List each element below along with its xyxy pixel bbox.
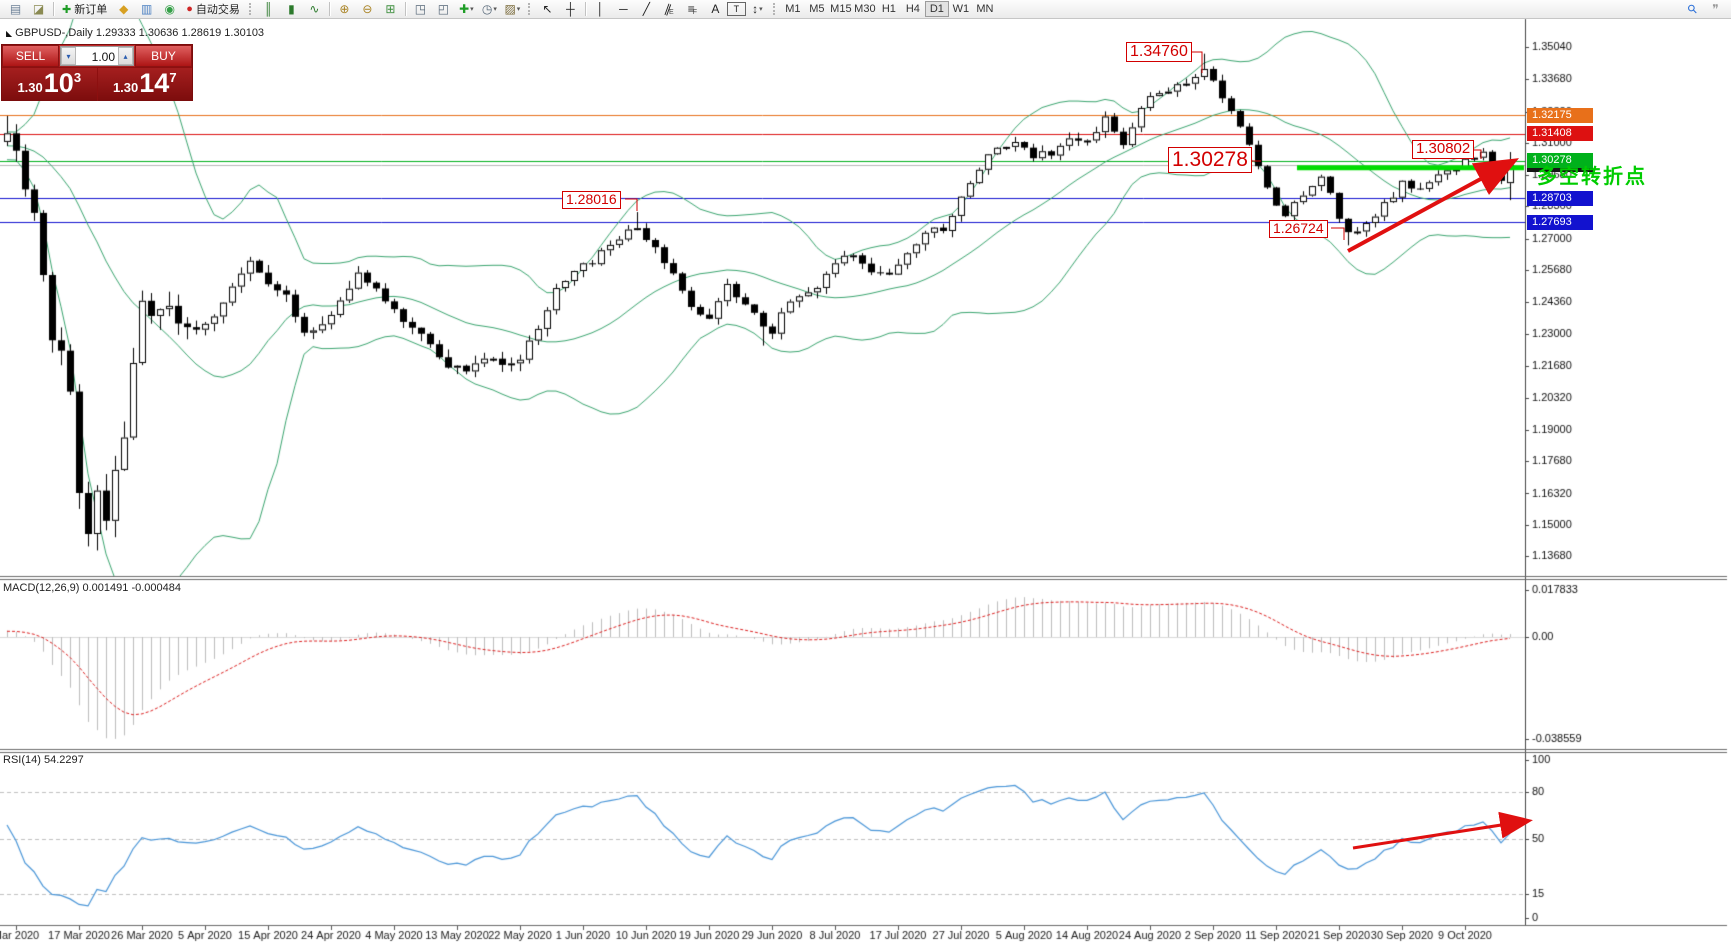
timeframe-m15[interactable]: M15 xyxy=(830,3,852,15)
toolbar-separator xyxy=(328,2,330,16)
trendline-icon[interactable]: ╱ xyxy=(642,2,650,16)
timeframe-mn[interactable]: MN xyxy=(976,3,994,15)
buy-price[interactable]: 1.30 14 7 xyxy=(98,68,193,101)
text-label-icon[interactable]: T xyxy=(726,2,746,16)
volume-input[interactable]: 1.00 xyxy=(91,50,115,64)
sell-price-main: 10 xyxy=(43,68,74,98)
horizontal-line-icon[interactable]: ─ xyxy=(619,2,628,16)
new-order-button-icon: ✚ xyxy=(62,3,72,16)
profiles-icon[interactable]: ◪ xyxy=(32,2,45,16)
signals-icon[interactable]: ◉ xyxy=(164,2,175,16)
autotrading-button[interactable]: ● 自动交易 xyxy=(181,1,245,18)
crosshair-icon[interactable]: ┼ xyxy=(566,2,575,16)
timeframe-d1[interactable]: D1 xyxy=(924,1,949,17)
arrows-tool-button[interactable]: ↕ ▾ xyxy=(752,2,763,16)
rsi-value: 54.2297 xyxy=(43,754,84,766)
periods-button[interactable]: ◷ ▾ xyxy=(481,2,497,16)
autotrading-button-icon: ● xyxy=(186,3,193,15)
toolbar-separator xyxy=(404,2,406,16)
volume-decrease-button[interactable]: ▾ xyxy=(61,47,76,65)
sell-price-prefix: 1.30 xyxy=(17,80,43,95)
chart-window-icon[interactable]: ▤ xyxy=(9,2,22,16)
volume-increase-button[interactable]: ▴ xyxy=(118,47,133,65)
chat-icon[interactable]: ❞ xyxy=(1712,2,1719,16)
indicator-window-icon[interactable]: ◳ xyxy=(414,2,427,16)
experts-icon[interactable]: ◆ xyxy=(119,2,129,16)
toolbar-drag-handle xyxy=(248,3,253,15)
new-order-button[interactable]: ✚ 新订单 xyxy=(57,1,112,18)
macd-signal-value: -0.000484 xyxy=(131,582,181,594)
macd-main-value: 0.001491 xyxy=(82,582,129,594)
timeframe-h1[interactable]: H1 xyxy=(881,3,896,15)
toolbar-separator xyxy=(53,2,54,16)
ohlc-bars-icon[interactable]: ║ xyxy=(264,2,273,16)
buy-price-main: 14 xyxy=(139,68,170,98)
fibonacci-icon[interactable]: ≡ F xyxy=(687,2,698,16)
market-watch-icon[interactable]: ▥ xyxy=(141,2,153,16)
timeframe-h4[interactable]: H4 xyxy=(905,3,920,15)
equidistant-channel-icon[interactable]: ∥ E xyxy=(662,1,674,17)
rsi-indicator-label: RSI(14) 54.2297 xyxy=(3,754,84,766)
toolbar-separator xyxy=(584,2,586,16)
zoom-in-icon[interactable]: ⊕ xyxy=(339,2,350,16)
cursor-icon[interactable]: ↖ xyxy=(542,2,553,16)
tile-windows-icon[interactable]: ⊞ xyxy=(385,2,396,16)
timeframe-m1[interactable]: M1 xyxy=(785,3,801,15)
toolbar-drag-handle xyxy=(527,3,532,15)
timeframe-m5[interactable]: M5 xyxy=(809,3,825,15)
vertical-line-icon[interactable]: │ xyxy=(596,2,605,16)
chart-marker-icon: ◣ xyxy=(6,29,13,38)
new-order-button-label: 新订单 xyxy=(74,4,108,16)
buy-price-prefix: 1.30 xyxy=(112,80,139,95)
sell-price[interactable]: 1.30 10 3 xyxy=(2,68,98,101)
autotrading-button-label: 自动交易 xyxy=(195,4,240,16)
buy-button[interactable]: BUY xyxy=(135,45,192,67)
candlestick-chart-icon[interactable]: ▮ xyxy=(288,2,295,16)
zoom-out-icon[interactable]: ⊖ xyxy=(362,2,373,16)
add-indicator-button[interactable]: ✚ ▾ xyxy=(459,2,474,16)
sell-price-pip: 3 xyxy=(73,70,82,85)
line-chart-icon[interactable]: ∿ xyxy=(309,2,320,16)
timeframe-m30[interactable]: M30 xyxy=(854,3,876,15)
one-click-trading-panel: SELL ▾ 1.00 ▴ BUY 1.30 10 3 1.30 14 7 xyxy=(1,44,193,101)
timeframe-w1[interactable]: W1 xyxy=(952,3,970,15)
search-icon[interactable]: ⚲ xyxy=(1684,0,1701,18)
toolbar: ▤ ◪ ✚ 新订单 ◆ ▥ ◉ ● 自动交易 ║ ▮ ∿ ⊕ ⊖ ⊞ ◳ ◰ ✚ ▾ ◷ ▾ ▨ ▾ ↖ ┼ │ ─ ╱ ∥ E ≡ F A T ↕… xyxy=(0,0,1731,19)
text-icon[interactable]: A xyxy=(711,2,720,16)
chart-shift-icon[interactable]: ◰ xyxy=(437,2,450,16)
templates-button[interactable]: ▨ ▾ xyxy=(504,2,521,16)
chart-title-text: GBPUSD-,Daily 1.29333 1.30636 1.28619 1.… xyxy=(15,27,265,39)
macd-indicator-label: MACD(12,26,9) 0.001491 -0.000484 xyxy=(3,582,181,594)
chart-title: ◣ GBPUSD-,Daily 1.29333 1.30636 1.28619 1… xyxy=(6,27,264,39)
volume-stepper[interactable]: ▾ 1.00 ▴ xyxy=(60,46,134,66)
buy-price-pip: 7 xyxy=(169,70,177,85)
toolbar-drag-handle xyxy=(772,3,777,15)
sell-button[interactable]: SELL xyxy=(2,45,59,67)
